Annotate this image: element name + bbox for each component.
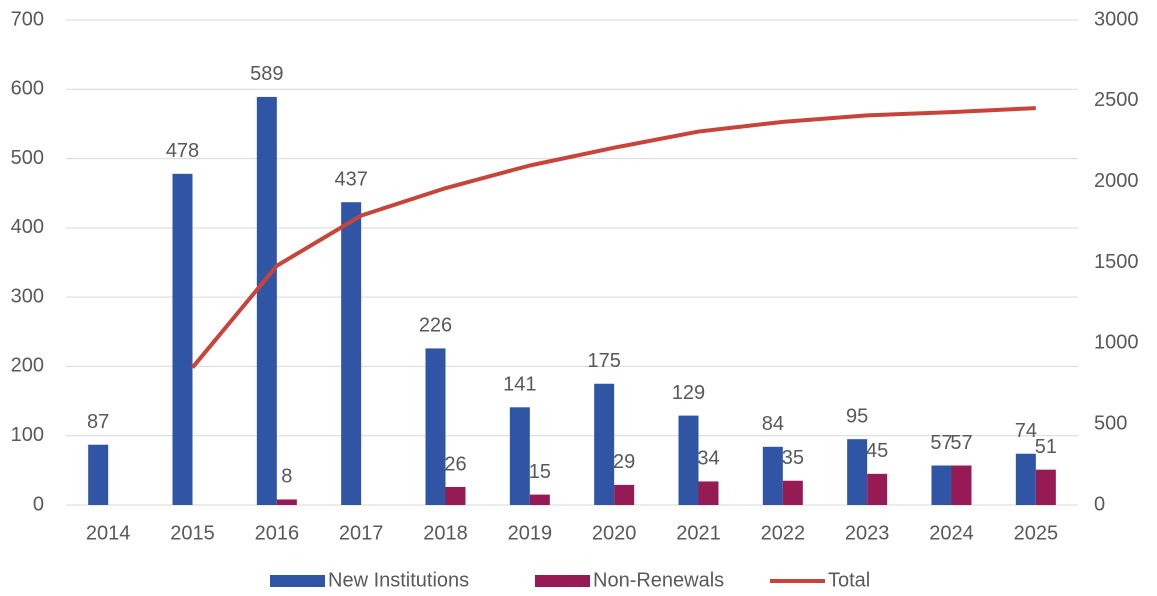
legend-label: Total — [828, 569, 870, 591]
bar — [276, 499, 297, 505]
data-label: 45 — [866, 440, 888, 462]
x-tick-label: 2016 — [255, 522, 300, 544]
y2-tick-label: 3000 — [1094, 8, 1139, 30]
bar — [341, 202, 362, 505]
data-label: 15 — [529, 461, 551, 483]
y2-tick-label: 1500 — [1094, 251, 1139, 273]
bar — [698, 481, 719, 505]
y-tick-label: 0 — [33, 493, 44, 515]
y-tick-label: 100 — [11, 424, 44, 446]
data-label: 29 — [613, 451, 635, 473]
legend-swatch — [270, 575, 325, 587]
x-tick-label: 2019 — [508, 522, 553, 544]
y2-tick-label: 500 — [1094, 412, 1127, 434]
x-tick-label: 2017 — [339, 522, 384, 544]
data-label: 57 — [950, 432, 972, 454]
y-tick-label: 300 — [11, 285, 44, 307]
x-tick-label: 2014 — [86, 522, 131, 544]
data-label: 478 — [166, 140, 199, 162]
bar — [529, 494, 550, 505]
bar — [172, 173, 193, 506]
legend-label: New Institutions — [328, 569, 469, 591]
bar — [847, 439, 868, 505]
y-tick-label: 600 — [11, 78, 44, 100]
bar — [256, 96, 277, 506]
data-label: 74 — [1015, 420, 1037, 442]
data-label: 57 — [930, 432, 952, 454]
bar — [425, 348, 446, 505]
bar — [782, 480, 803, 505]
y2-tick-label: 1000 — [1094, 332, 1139, 354]
y-tick-label: 700 — [11, 8, 44, 30]
bar — [931, 465, 952, 505]
bar — [951, 465, 972, 505]
data-label: 87 — [87, 411, 109, 433]
data-label: 51 — [1035, 436, 1057, 458]
y2-tick-label: 2000 — [1094, 170, 1139, 192]
data-label: 141 — [503, 374, 536, 396]
data-label: 175 — [587, 350, 620, 372]
x-tick-label: 2015 — [170, 522, 215, 544]
data-label: 129 — [672, 382, 705, 404]
x-tick-label: 2021 — [676, 522, 721, 544]
data-label: 35 — [782, 447, 804, 469]
line — [190, 106, 1036, 369]
bar — [88, 444, 109, 505]
bar — [678, 415, 699, 505]
data-label: 34 — [697, 448, 719, 470]
data-label: 8 — [281, 466, 292, 488]
x-tick-label: 2025 — [1014, 522, 1059, 544]
y2-tick-label: 0 — [1094, 493, 1105, 515]
bar — [1035, 469, 1056, 505]
data-label: 437 — [334, 169, 367, 191]
y-tick-label: 200 — [11, 355, 44, 377]
x-tick-label: 2022 — [761, 522, 806, 544]
bar — [867, 473, 888, 505]
data-label: 84 — [762, 413, 784, 435]
x-tick-label: 2018 — [423, 522, 468, 544]
x-tick-label: 2020 — [592, 522, 637, 544]
bar — [1015, 453, 1036, 505]
data-label: 95 — [846, 405, 868, 427]
bar — [762, 446, 783, 505]
y-tick-label: 500 — [11, 147, 44, 169]
y-tick-label: 400 — [11, 216, 44, 238]
data-label: 226 — [419, 315, 452, 337]
bar — [614, 484, 635, 505]
x-tick-label: 2024 — [929, 522, 974, 544]
legend-label: Non-Renewals — [593, 569, 724, 591]
bar — [509, 407, 530, 505]
bar — [445, 486, 466, 505]
data-label: 26 — [444, 453, 466, 475]
bar — [594, 383, 615, 505]
y2-tick-label: 2500 — [1094, 89, 1139, 111]
legend-swatch — [535, 575, 590, 587]
x-tick-label: 2023 — [845, 522, 890, 544]
data-label: 589 — [250, 63, 283, 85]
